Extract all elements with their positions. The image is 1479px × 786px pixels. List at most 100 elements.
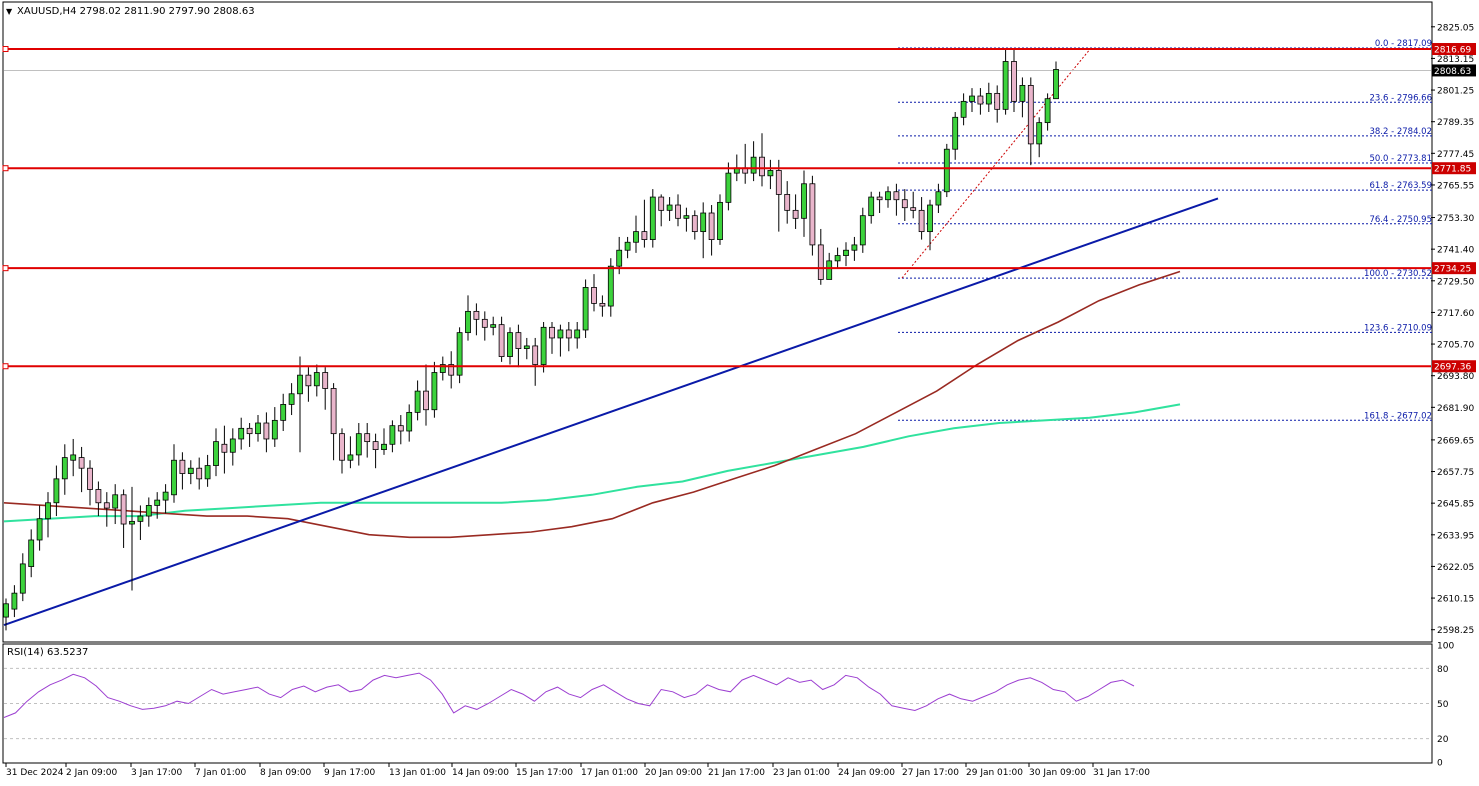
candle-body <box>834 255 841 262</box>
fib-level-label: 61.8 - 2763.59 <box>1369 181 1432 191</box>
candle-body <box>1019 85 1026 102</box>
candle-body <box>263 422 270 440</box>
candle-body <box>859 215 866 246</box>
candle-body <box>565 329 572 339</box>
candle-body <box>53 478 60 504</box>
dropdown-glyph[interactable]: ▼ <box>6 7 13 16</box>
candle-body <box>952 116 959 150</box>
candle-body <box>809 183 816 246</box>
candle-body <box>901 199 908 209</box>
y-tick-label: 2681.90 <box>1437 404 1474 414</box>
x-tick-label: 9 Jan 17:00 <box>324 768 376 778</box>
candle-body <box>414 390 421 413</box>
candle-body <box>70 454 77 461</box>
candle-body <box>498 324 505 357</box>
candle-body <box>1002 61 1009 110</box>
candle-body <box>347 454 354 461</box>
ma-green-line <box>3 403 1181 523</box>
candle-body <box>423 390 429 411</box>
candle-body <box>985 92 992 105</box>
candle-body <box>389 425 396 445</box>
candle-body <box>591 287 597 304</box>
candle-body <box>893 191 900 201</box>
candle-body <box>221 443 228 453</box>
candle-body <box>599 302 606 307</box>
x-tick-label: 23 Jan 01:00 <box>773 768 830 778</box>
level-price-tag <box>1432 360 1476 373</box>
level-anchor <box>2 265 9 272</box>
candle-body <box>330 388 337 435</box>
y-tick-label: 2669.65 <box>1437 436 1474 446</box>
y-tick-label: 2633.95 <box>1437 531 1474 541</box>
candle-body <box>801 183 807 219</box>
candle-body <box>784 193 791 211</box>
candle-body <box>204 465 211 480</box>
candle-body <box>490 324 497 328</box>
candle-body <box>95 489 102 504</box>
level-anchor <box>2 46 9 53</box>
x-tick-label: 29 Jan 01:00 <box>966 768 1023 778</box>
candle-body <box>700 212 707 233</box>
fib-swing-line <box>901 47 1092 279</box>
level-price-label: 2771.85 <box>1434 165 1471 175</box>
candle-body <box>767 170 774 177</box>
candle-body <box>406 411 413 432</box>
rsi-tick-label: 0 <box>1437 759 1443 769</box>
candle-body <box>532 345 539 365</box>
candle-body <box>515 332 522 349</box>
candle-body <box>876 196 883 201</box>
candle-body <box>775 170 782 195</box>
fib-level-label: 23.6 - 2796.66 <box>1369 93 1432 103</box>
candle-body <box>372 441 379 450</box>
candle-body <box>137 515 144 522</box>
level-price-tag <box>1432 262 1476 275</box>
candle-body <box>691 215 698 233</box>
fib-level-label: 76.4 - 2750.95 <box>1369 215 1432 225</box>
x-tick-label: 8 Jan 09:00 <box>260 768 312 778</box>
x-tick-label: 30 Jan 09:00 <box>1029 768 1086 778</box>
candle-body <box>582 287 589 331</box>
candle-body <box>843 249 849 256</box>
candle-body <box>439 364 446 373</box>
candle-body <box>885 191 891 201</box>
candle-body <box>633 231 639 243</box>
x-tick-label: 27 Jan 17:00 <box>902 768 959 778</box>
candle-body <box>557 329 564 339</box>
x-tick-label: 20 Jan 09:00 <box>645 768 702 778</box>
candle-body <box>607 265 614 307</box>
candle-body <box>397 425 404 432</box>
candle-body <box>355 433 362 456</box>
candle-body <box>154 499 161 506</box>
candle-body <box>187 467 194 474</box>
candle-body <box>826 260 833 280</box>
candle-body <box>666 204 673 211</box>
candle-body <box>574 329 581 339</box>
candle-body <box>28 539 35 567</box>
candle-body <box>523 345 530 349</box>
candle-body <box>229 438 236 453</box>
x-tick-label: 3 Jan 17:00 <box>131 768 183 778</box>
candle-body <box>918 209 925 233</box>
fib-level-label: 0.0 - 2817.09 <box>1375 39 1432 49</box>
candle-body <box>129 520 135 525</box>
level-price-label: 2697.36 <box>1434 363 1471 373</box>
candle-body <box>288 393 295 405</box>
candle-body <box>1044 98 1051 124</box>
candle-body <box>271 419 278 440</box>
candle-body <box>213 441 219 466</box>
rsi-tick-label: 50 <box>1437 700 1449 710</box>
level-price-tag <box>1432 162 1476 175</box>
candle-body <box>868 196 875 217</box>
candle-body <box>473 310 480 320</box>
candle-body <box>851 244 858 251</box>
candle-body <box>683 215 690 219</box>
candle-body <box>103 502 110 509</box>
candle-body <box>624 241 631 251</box>
y-tick-label: 2801.25 <box>1437 87 1474 97</box>
x-tick-label: 2 Jan 09:00 <box>66 768 118 778</box>
y-tick-label: 2598.25 <box>1437 626 1474 636</box>
candle-body <box>759 156 765 177</box>
y-tick-label: 2741.40 <box>1437 246 1474 256</box>
